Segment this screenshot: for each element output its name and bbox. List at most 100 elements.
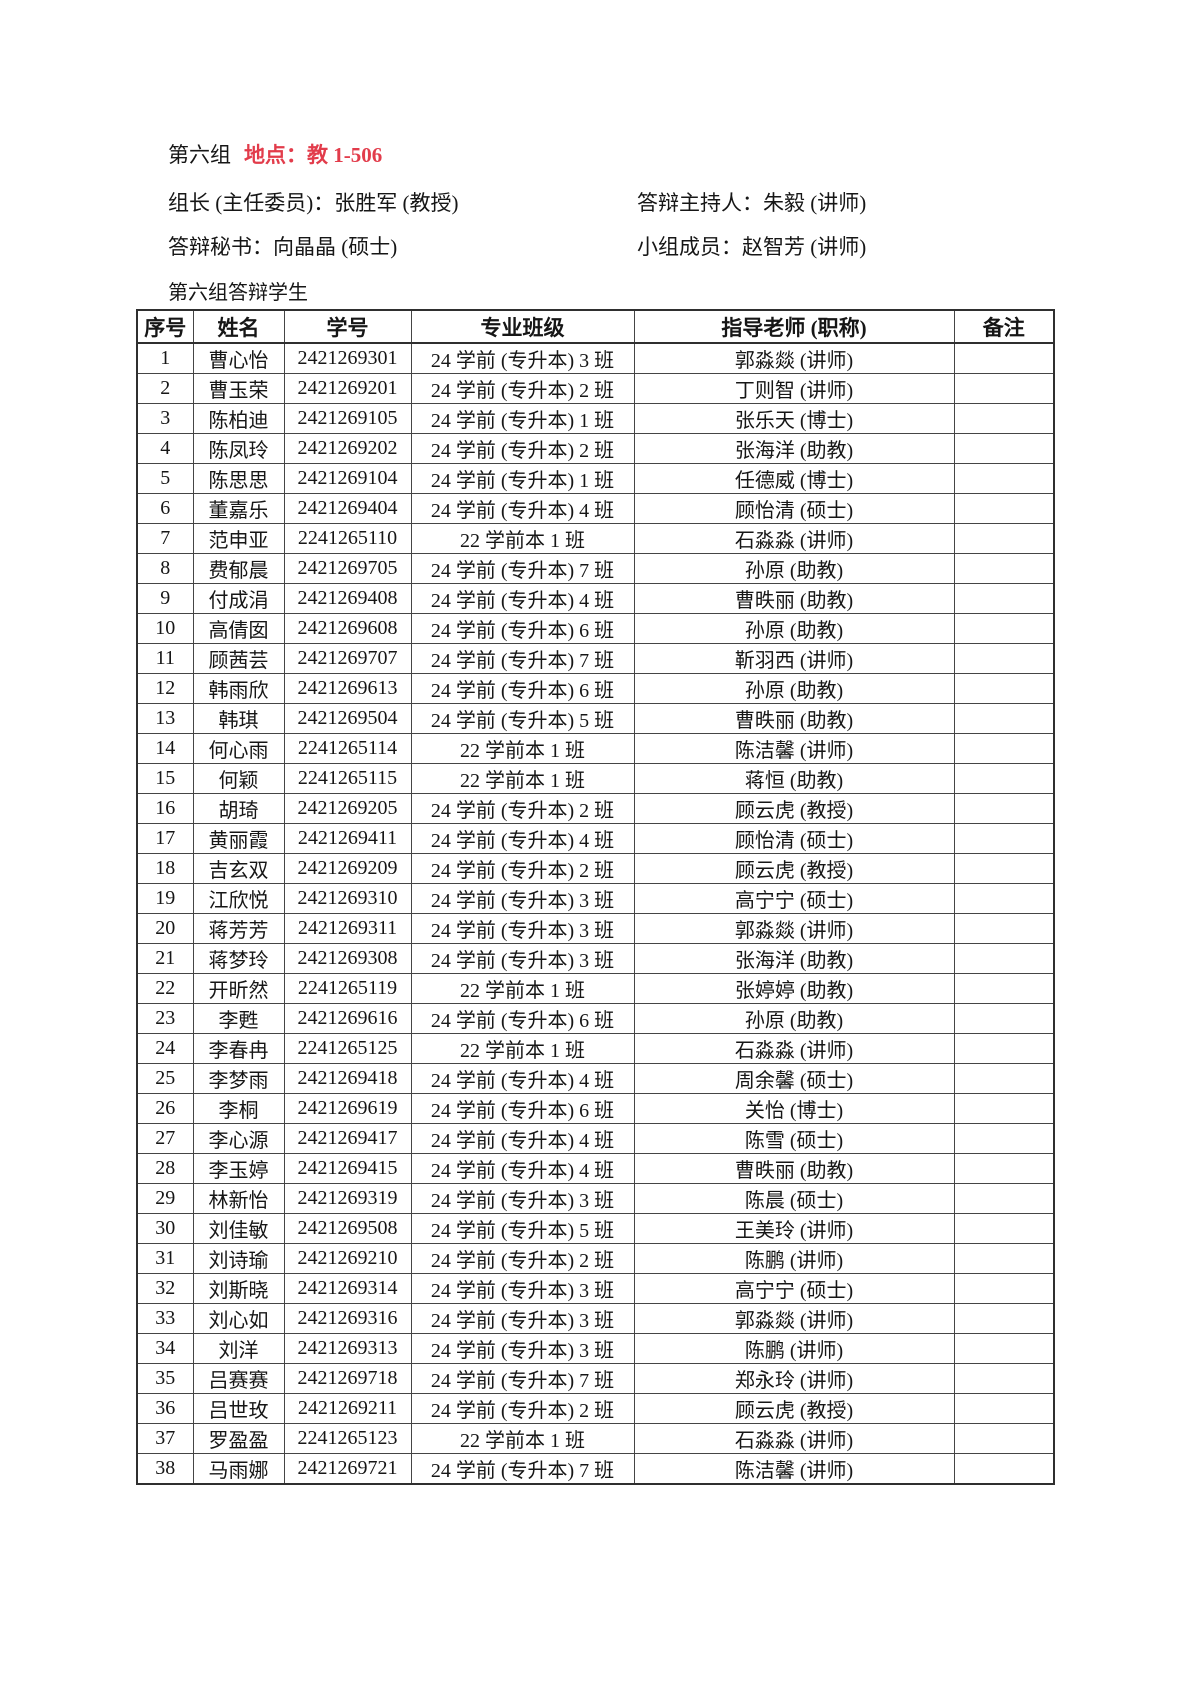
cell-name: 何颖 [192,763,285,794]
cell-teacher: 石淼淼 (讲师) [633,1033,955,1064]
cell-teacher: 任德威 (博士) [633,463,955,494]
cell-remark [953,342,1055,374]
cell-remark [953,1153,1055,1184]
cell-seq: 24 [136,1033,194,1064]
cell-remark [953,1303,1055,1334]
cell-student-id: 2421269718 [283,1363,412,1394]
cell-teacher: 曹昳丽 (助教) [633,1153,955,1184]
cell-student-id: 2421269613 [283,673,412,704]
cell-remark [953,583,1055,614]
cell-teacher: 孙原 (助教) [633,1003,955,1034]
cell-student-id: 2421269202 [283,433,412,464]
cell-class: 22 学前本 1 班 [410,763,635,794]
cell-name: 韩雨欣 [192,673,285,704]
column-header: 指导老师 (职称) [633,309,955,344]
cell-seq: 25 [136,1063,194,1094]
cell-remark [953,373,1055,404]
cell-class: 24 学前 (专升本) 1 班 [410,463,635,494]
cell-class: 24 学前 (专升本) 3 班 [410,913,635,944]
cell-seq: 31 [136,1243,194,1274]
cell-remark [953,823,1055,854]
cell-class: 24 学前 (专升本) 2 班 [410,853,635,884]
cell-seq: 9 [136,583,194,614]
table-row: 16 胡琦 2421269205 24 学前 (专升本) 2 班 顾云虎 (教授… [136,793,1055,824]
cell-teacher: 石淼淼 (讲师) [633,523,955,554]
cell-remark [953,643,1055,674]
cell-name: 顾茜芸 [192,643,285,674]
cell-student-id: 2421269721 [283,1453,412,1485]
cell-name: 陈凤玲 [192,433,285,464]
cell-class: 24 学前 (专升本) 4 班 [410,1063,635,1094]
cell-seq: 5 [136,463,194,494]
cell-class: 24 学前 (专升本) 6 班 [410,1093,635,1124]
table-row: 2 曹玉荣 2421269201 24 学前 (专升本) 2 班 丁则智 (讲师… [136,373,1055,404]
header-row: 序号 姓名 学号 专业班级 指导老师 (职称) 备注 [136,309,1055,344]
cell-student-id: 2241265114 [283,733,412,764]
cell-class: 24 学前 (专升本) 4 班 [410,583,635,614]
column-header: 序号 [136,309,194,344]
cell-class: 24 学前 (专升本) 4 班 [410,1153,635,1184]
cell-teacher: 丁则智 (讲师) [633,373,955,404]
cell-student-id: 2421269209 [283,853,412,884]
cell-student-id: 2421269408 [283,583,412,614]
cell-teacher: 王美玲 (讲师) [633,1213,955,1244]
cell-class: 24 学前 (专升本) 6 班 [410,1003,635,1034]
cell-remark [953,1243,1055,1274]
cell-seq: 34 [136,1333,194,1364]
cell-seq: 30 [136,1213,194,1244]
table-row: 3 陈柏迪 2421269105 24 学前 (专升本) 1 班 张乐天 (博士… [136,403,1055,434]
cell-teacher: 孙原 (助教) [633,553,955,584]
cell-teacher: 周余馨 (硕士) [633,1063,955,1094]
cell-student-id: 2421269104 [283,463,412,494]
cell-name: 胡琦 [192,793,285,824]
cell-student-id: 2421269314 [283,1273,412,1304]
cell-student-id: 2241265119 [283,973,412,1004]
cell-remark [953,1093,1055,1124]
cell-teacher: 高宁宁 (硕士) [633,883,955,914]
column-header: 专业班级 [410,309,635,344]
cell-student-id: 2421269616 [283,1003,412,1034]
cell-class: 22 学前本 1 班 [410,973,635,1004]
cell-teacher: 蒋恒 (助教) [633,763,955,794]
cell-teacher: 曹昳丽 (助教) [633,583,955,614]
cell-class: 24 学前 (专升本) 7 班 [410,1453,635,1485]
cell-seq: 35 [136,1363,194,1394]
cell-name: 开昕然 [192,973,285,1004]
cell-class: 24 学前 (专升本) 6 班 [410,673,635,704]
cell-teacher: 高宁宁 (硕士) [633,1273,955,1304]
cell-teacher: 陈洁馨 (讲师) [633,1453,955,1485]
cell-class: 24 学前 (专升本) 6 班 [410,613,635,644]
cell-student-id: 2421269707 [283,643,412,674]
cell-student-id: 2421269415 [283,1153,412,1184]
cell-class: 24 学前 (专升本) 1 班 [410,403,635,434]
cell-class: 24 学前 (专升本) 3 班 [410,1183,635,1214]
table-row: 20 蒋芳芳 2421269311 24 学前 (专升本) 3 班 郭淼燚 (讲… [136,913,1055,944]
cell-student-id: 2421269201 [283,373,412,404]
cell-student-id: 2421269311 [283,913,412,944]
cell-teacher: 顾云虎 (教授) [633,793,955,824]
cell-remark [953,1183,1055,1214]
cell-seq: 23 [136,1003,194,1034]
table-row: 36 吕世玫 2421269211 24 学前 (专升本) 2 班 顾云虎 (教… [136,1393,1055,1424]
cell-class: 24 学前 (专升本) 5 班 [410,703,635,734]
cell-teacher: 张海洋 (助教) [633,943,955,974]
table-title: 第六组答辩学生 [168,282,308,304]
cell-student-id: 2421269504 [283,703,412,734]
table-row: 37 罗盈盈 2241265123 22 学前本 1 班 石淼淼 (讲师) [136,1423,1055,1454]
table-row: 10 高倩囡 2421269608 24 学前 (专升本) 6 班 孙原 (助教… [136,613,1055,644]
cell-remark [953,463,1055,494]
cell-class: 24 学前 (专升本) 3 班 [410,342,635,374]
cell-name: 董嘉乐 [192,493,285,524]
cell-student-id: 2241265125 [283,1033,412,1064]
cell-class: 24 学前 (专升本) 7 班 [410,643,635,674]
cell-teacher: 关怡 (博士) [633,1093,955,1124]
column-header: 姓名 [192,309,285,344]
table-row: 17 黄丽霞 2421269411 24 学前 (专升本) 4 班 顾怡清 (硕… [136,823,1055,854]
secretary-label: 答辩秘书：向晶晶 (硕士) [168,235,398,259]
cell-class: 24 学前 (专升本) 5 班 [410,1213,635,1244]
cell-remark [953,1453,1055,1485]
cell-class: 24 学前 (专升本) 3 班 [410,943,635,974]
cell-name: 吕赛赛 [192,1363,285,1394]
cell-teacher: 顾云虎 (教授) [633,853,955,884]
